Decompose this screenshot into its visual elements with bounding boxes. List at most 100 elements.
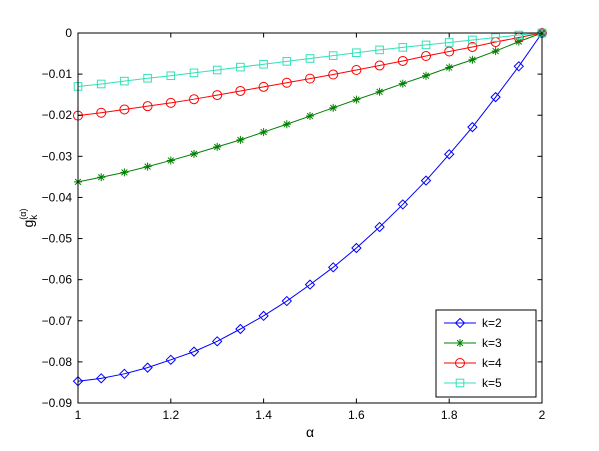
data-point-k=2 [142,362,153,373]
x-tick-label: 1.8 [441,408,458,422]
y-tick-label: −0.05 [42,232,73,246]
legend-item-k=4: k=4 [444,356,502,370]
data-point-k=5 [328,51,338,60]
data-point-k=5 [236,62,245,72]
y-tick-label: −0.07 [42,314,73,328]
legend-marker [456,339,464,347]
y-tick-label: −0.03 [42,149,73,163]
data-point-k=5 [421,40,431,50]
data-point-k=4 [165,97,176,108]
data-point-k=5 [352,48,361,58]
data-point-k=2 [211,336,223,347]
legend-label: k=2 [482,316,502,330]
series-layer [72,27,548,387]
x-tick-label: 2 [539,408,546,422]
data-point-k=3 [375,87,384,96]
x-tick-label: 1.4 [255,408,272,422]
data-point-k=4 [444,46,455,57]
data-point-k=3 [398,79,407,88]
data-point-k=3 [306,112,314,121]
data-point-k=5 [398,43,408,52]
data-point-k=3 [97,173,106,182]
data-point-k=2 [420,175,432,186]
y-axis-label: gk(α) [18,209,40,228]
x-tick-label: 1.6 [348,408,365,422]
y-tick-label: 0 [65,26,72,40]
data-point-k=5 [96,79,106,89]
series-line-k=4 [77,32,543,117]
data-point-k=5 [120,76,129,86]
data-point-k=2 [467,121,478,133]
data-point-k=2 [95,373,107,384]
series-k=5 [73,28,547,91]
data-point-k=5 [282,57,292,66]
data-point-k=2 [397,199,409,210]
axes-box [77,32,543,404]
data-point-k=2 [188,346,200,357]
data-point-k=4 [421,51,431,62]
data-point-k=5 [514,30,524,40]
data-point-k=5 [212,65,222,75]
data-point-k=2 [513,61,525,72]
data-point-k=4 [258,81,269,92]
y-tick-label: −0.04 [42,190,73,204]
y-tick-label: −0.02 [42,108,73,122]
data-point-k=4 [397,55,408,66]
data-point-k=4 [142,101,153,112]
data-point-k=3 [491,47,500,56]
data-point-k=3 [445,63,454,72]
data-point-k=5 [491,33,500,42]
data-point-k=2 [235,323,246,335]
data-point-k=3 [422,71,430,80]
legend-label: k=3 [482,336,502,350]
x-tick-label: 1.2 [162,408,179,422]
data-point-k=4 [467,41,478,52]
data-point-k=5 [375,45,384,55]
data-point-k=2 [281,295,293,307]
data-point-k=5 [305,54,315,63]
data-point-k=2 [304,279,316,290]
data-point-k=3 [329,103,338,112]
data-point-k=3 [213,142,222,151]
legend-label: k=5 [482,376,502,390]
data-point-k=4 [305,73,315,84]
data-point-k=2 [119,368,130,380]
data-point-k=3 [282,120,291,129]
data-point-k=2 [351,242,362,254]
legend-item-k=3: k=3 [444,336,502,350]
series-line-k=5 [77,32,543,87]
legend-marker [454,317,466,329]
data-point-k=2 [327,262,339,273]
series-k=2 [72,27,548,387]
data-point-k=2 [443,149,455,160]
data-point-k=3 [236,135,245,144]
legend-item-k=5: k=5 [444,376,502,390]
axes-layer: 1 1.2 1.4 1.6 1.8 2 0 −0.01 −0.02 −0.03 −0.04 −0.05… [18,26,546,440]
data-point-k=4 [235,85,246,96]
data-point-k=3 [120,168,129,177]
data-point-k=5 [166,71,176,81]
data-point-k=4 [374,60,385,71]
series-line-k=2 [77,32,543,382]
y-tick-label: −0.06 [42,273,73,287]
data-point-k=5 [444,38,454,47]
legend-marker [455,358,465,368]
data-point-k=4 [212,90,223,101]
data-point-k=4 [281,77,292,88]
data-point-k=2 [258,310,269,322]
legend: k=2 k=3 k=4 k=5 [435,309,537,398]
data-point-k=2 [165,354,177,366]
y-tick-label: −0.01 [42,67,73,81]
data-point-k=3 [259,128,268,137]
data-point-k=4 [96,107,107,118]
data-point-k=5 [468,35,477,45]
series-k=3 [74,29,546,186]
data-point-k=2 [374,221,385,233]
data-point-k=3 [352,95,361,104]
data-point-k=3 [468,55,477,64]
data-point-k=5 [189,68,199,78]
data-point-k=3 [190,149,198,158]
data-point-k=4 [351,65,362,75]
data-point-k=4 [328,69,339,80]
